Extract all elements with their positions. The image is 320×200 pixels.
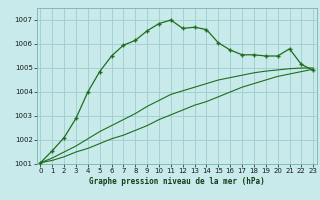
X-axis label: Graphe pression niveau de la mer (hPa): Graphe pression niveau de la mer (hPa) [89,177,265,186]
